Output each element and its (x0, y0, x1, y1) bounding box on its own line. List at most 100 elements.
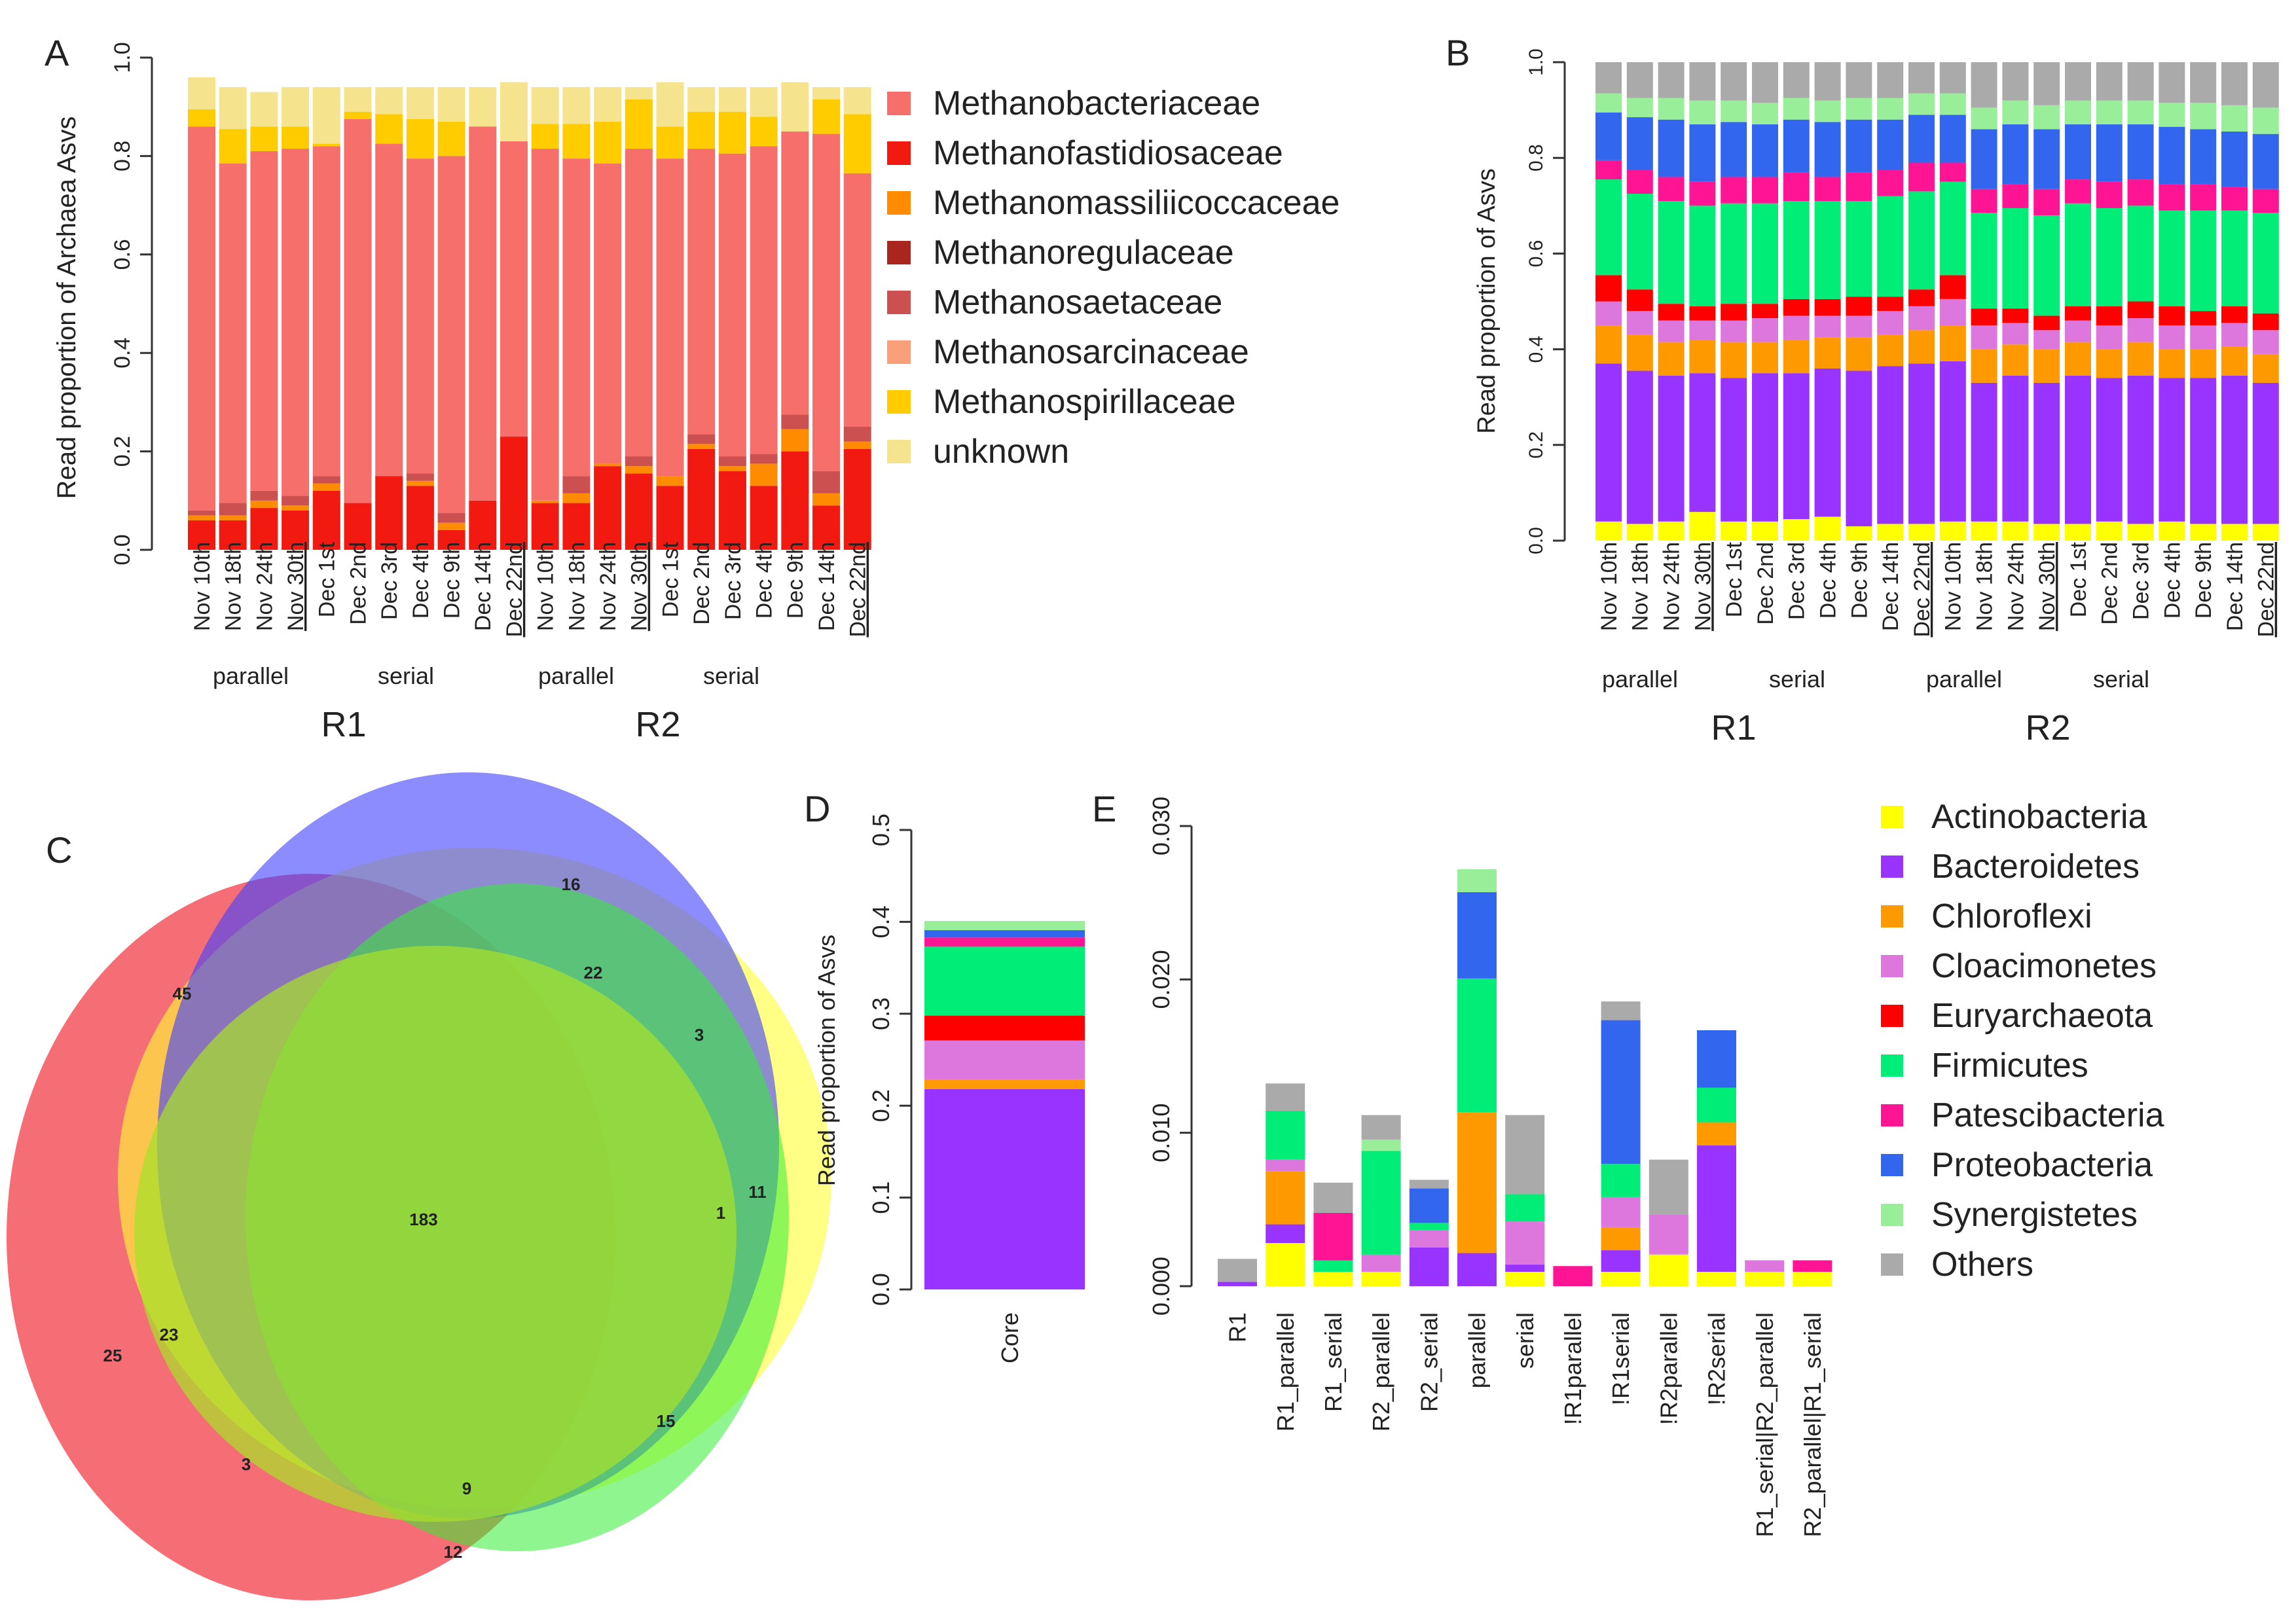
panel-b-xlabel-18: Dec 4th (2160, 542, 2185, 619)
panel-a-bar-19-methanofastidiosaceae (781, 451, 809, 550)
panel-b-bar-3-actinobacteria (1689, 512, 1716, 541)
panel-a-xlabel-3: Nov 30th (283, 542, 308, 631)
panel-b-bar-17-chloroflexi (2127, 342, 2154, 376)
panel-e-y-tick-label: 0.000 (1148, 1257, 1175, 1316)
legend-a-label-methanofastidiosaceae: Methanofastidiosaceae (933, 134, 1283, 172)
panel-e-y-tick-label: 0.020 (1148, 950, 1175, 1009)
legend-e-swatch-firmicutes (1881, 1054, 1903, 1077)
panel-a-bar-13-methanomassiliicoccaceae (594, 463, 622, 467)
panel-a-bar-13-methanobacteriaceae (594, 163, 622, 464)
panel-b-bar-19-patescibacteria (2190, 184, 2217, 211)
legend-e-swatch-chloroflexi (1881, 905, 1903, 927)
panel-b-bar-13-synergistetes (2002, 100, 2029, 125)
legend-e-label-euryarchaeota: Euryarchaeota (1931, 997, 2153, 1035)
legend-a-label-methanoregulaceae: Methanoregulaceae (933, 234, 1234, 272)
panel-b-bar-21-cloacimonetes (2252, 330, 2279, 354)
panel-b-bar-18-patescibacteria (2159, 184, 2185, 211)
panel-d-y-tick-label: 0.1 (867, 1181, 894, 1214)
panel-b-bar-9-firmicutes (1877, 196, 1904, 297)
panel-a-xlabel-15: Dec 1st (658, 541, 683, 617)
panel-b-bar-8-proteobacteria (1846, 119, 1872, 173)
panel-a-bar-0-methanospirillaceae (188, 109, 215, 127)
panel-a-bar-0-unknown (188, 77, 215, 109)
panel-a-bar-14-methanofastidiosaceae (625, 473, 653, 550)
panel-b-bar-17-euryarchaeota (2127, 301, 2154, 319)
panel-a-group-parallel-r1: parallel (213, 662, 289, 689)
legend-a-swatch-methanosarcinaceae (887, 340, 911, 364)
panel-b-bar-5-patescibacteria (1752, 177, 1778, 204)
panel-b-bar-20-proteobacteria (2221, 131, 2248, 187)
legend-a-label-methanosaetaceae: Methanosaetaceae (933, 283, 1222, 321)
panel-b-bar-11-firmicutes (1939, 181, 1966, 276)
panel-b-bar-9-chloroflexi (1877, 334, 1904, 367)
legend-e-label-firmicutes: Firmicutes (1931, 1047, 2088, 1085)
legend-a-swatch-methanomassiliicoccaceae (887, 191, 911, 215)
panel-a-y-tick-label: 1.0 (110, 42, 135, 73)
panel-b-bar-12-patescibacteria (1971, 189, 1997, 213)
panel-b-bar-21-others (2252, 62, 2279, 108)
panel-a-bar-11-methanobacteriaceae (531, 149, 559, 501)
panel-b-bar-2-euryarchaeota (1658, 304, 1685, 321)
panel-e-bar-0-others (1218, 1259, 1257, 1282)
panel-a-xlabel-2: Nov 24th (252, 542, 277, 631)
venn-count-45: 45 (173, 984, 192, 1003)
panel-b-bar-0-cloacimonetes (1595, 301, 1622, 326)
panel-b-bar-2-synergistetes (1658, 98, 1685, 120)
panel-a-bar-14-methanomassiliicoccaceae (625, 466, 653, 474)
panel-a-bar-19-unknown (781, 82, 809, 132)
panel-b-bar-5-firmicutes (1752, 203, 1778, 304)
panel-e-bar-11-cloacimonetes (1745, 1260, 1785, 1272)
panel-b-bar-4-firmicutes (1721, 203, 1747, 304)
panel-b-bar-8-firmicutes (1846, 200, 1872, 297)
panel-a-bar-2-methanobacteriaceae (250, 151, 278, 491)
panel-b-bar-17-actinobacteria (2127, 524, 2154, 541)
panel-a-bar-17-methanofastidiosaceae (718, 471, 746, 550)
panel-a-bar-3-methanofastidiosaceae (282, 510, 310, 550)
panel-e-bar-10-bacteroidetes (1697, 1145, 1736, 1272)
panel-b-bar-1-firmicutes (1626, 194, 1653, 290)
panel-b-bar-11-bacteroidetes (1939, 361, 1966, 522)
panel-e-bar-6-bacteroidetes (1505, 1265, 1545, 1272)
legend-a-swatch-methanoregulaceae (887, 241, 911, 264)
panel-b-bar-0-bacteroidetes (1595, 363, 1622, 522)
panel-a-bar-19-methanosaetaceae (781, 414, 809, 429)
panel-b-bar-1-cloacimonetes (1626, 311, 1653, 335)
panel-b-y-tick-label: 0.4 (1525, 336, 1547, 363)
panel-b-bar-12-bacteroidetes (1971, 382, 1997, 522)
panel-b-bar-20-euryarchaeota (2221, 306, 2248, 323)
panel-a-bar-15-methanofastidiosaceae (656, 486, 684, 550)
panel-b-bar-12-euryarchaeota (1971, 308, 1997, 326)
panel-b-bar-4-cloacimonetes (1721, 320, 1747, 342)
panel-e-legend: Actinobacteria Bacteroidetes Chloroflexi Cl… (1881, 798, 2164, 1284)
venn-count-16: 16 (562, 874, 581, 894)
panel-b-bar-1-others (1626, 62, 1653, 98)
panel-b-bar-2-bacteroidetes (1658, 375, 1685, 522)
panel-a-legend: Methanobacteriaceae Methanofastidiosaceae… (887, 84, 1339, 471)
panel-b-bar-20-synergistetes (2221, 105, 2248, 132)
legend-e-label-actinobacteria: Actinobacteria (1931, 798, 2147, 836)
panel-b-reactor-r2: R2 (2025, 708, 2070, 747)
panel-a-bar-19-methanobacteriaceae (781, 131, 809, 415)
panel-b-bar-18-proteobacteria (2159, 126, 2185, 185)
panel-a-bar-21-methanobacteriaceae (843, 173, 871, 427)
panel-a-bar-1-methanobacteriaceae (219, 163, 247, 503)
panel-b-bar-0-chloroflexi (1595, 325, 1622, 364)
panel-e-xlabel-11: R1_serial|R2_parallel (1751, 1312, 1778, 1538)
panel-a-bar-4-methanospirillaceae (312, 143, 340, 147)
panel-a-bar-3-methanosaetaceae (282, 495, 310, 506)
panel-a-bar-18-methanobacteriaceae (750, 146, 778, 454)
panel-b-bar-16-euryarchaeota (2096, 306, 2123, 326)
panel-a-xlabel-9: Dec 14th (471, 542, 496, 631)
panel-e-bar-5-chloroflexi (1457, 1112, 1497, 1253)
panel-a-xlabel-0: Nov 10th (190, 542, 215, 631)
panel-b-bar-15-chloroflexi (2065, 342, 2091, 376)
panel-e-bar-3-synergistetes (1361, 1139, 1401, 1151)
panel-b-bar-10-euryarchaeota (1908, 289, 1935, 306)
panel-a-bar-0-methanomassiliicoccaceae (188, 515, 215, 520)
panel-b-bar-6-euryarchaeota (1783, 298, 1810, 316)
panel-b-bar-4-proteobacteria (1721, 122, 1747, 177)
panel-b-bar-6-proteobacteria (1783, 119, 1810, 173)
panel-e-bar-3-actinobacteria (1361, 1272, 1401, 1286)
panel-a-bar-8-methanofastidiosaceae (437, 530, 465, 550)
panel-b-y-label: Read proportion of Asvs (1473, 168, 1501, 434)
